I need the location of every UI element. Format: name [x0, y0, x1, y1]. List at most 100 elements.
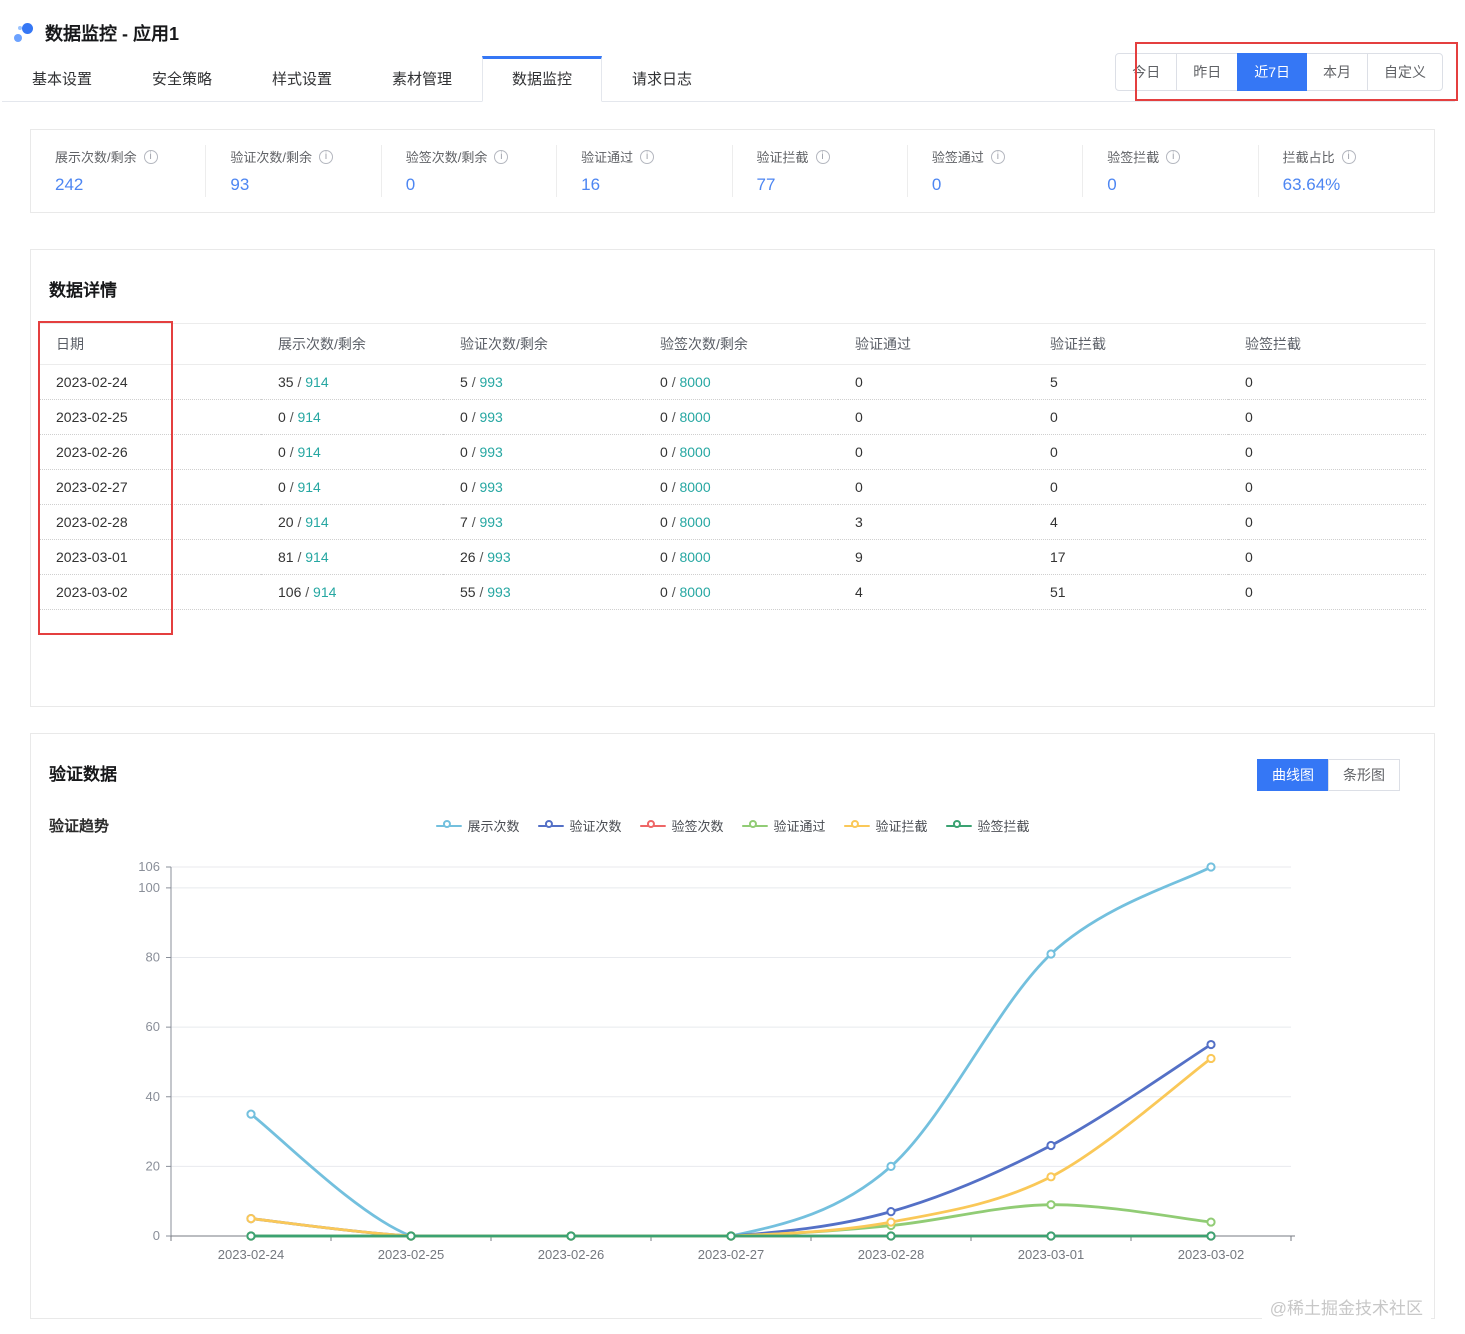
- svg-text:2023-02-28: 2023-02-28: [858, 1247, 925, 1262]
- detail-panel-title: 数据详情: [49, 281, 117, 300]
- svg-text:100: 100: [138, 880, 160, 895]
- table-row: 2023-02-24 35 / 914 5 / 993 0 / 8000 0 5 0: [39, 364, 1426, 400]
- table-cell: 0: [1033, 469, 1228, 505]
- table-cell: 0 / 8000: [643, 469, 838, 505]
- table-cell: 0: [1228, 504, 1426, 540]
- date-range-group: 今日 昨日 近7日 本月 自定义: [1115, 53, 1443, 91]
- legend-item[interactable]: 验证通过: [741, 816, 826, 835]
- watermark: @稀土掘金技术社区: [1261, 1291, 1431, 1322]
- svg-text:40: 40: [146, 1089, 160, 1104]
- info-icon[interactable]: i: [143, 149, 158, 164]
- legend-item[interactable]: 验证拦截: [843, 816, 928, 835]
- table-cell: 0 / 8000: [643, 574, 838, 610]
- chart-type-toggle: 曲线图 条形图: [1257, 759, 1400, 791]
- table-cell: 0 / 914: [261, 469, 443, 505]
- date-range-thismonth-button[interactable]: 本月: [1306, 53, 1368, 91]
- table-row: 2023-02-25 0 / 914 0 / 993 0 / 8000 0 0 0: [39, 399, 1426, 435]
- table-cell: 0 / 993: [443, 399, 643, 435]
- table-header-row: 日期 展示次数/剩余 验证次数/剩余 验签次数/剩余 验证通过 验证拦截 验签拦…: [39, 323, 1426, 365]
- legend-marker-icon: [435, 819, 462, 831]
- table-cell: 0 / 914: [261, 399, 443, 435]
- table-cell: 5: [1033, 364, 1228, 400]
- table-cell: 5 / 993: [443, 364, 643, 400]
- stats-panel: 展示次数/剩余 i 242 验证次数/剩余 i 93 验签次数/剩余 i 0 验证通过…: [30, 129, 1435, 213]
- legend-item[interactable]: 验签次数: [639, 816, 724, 835]
- table-cell: 0: [1228, 469, 1426, 505]
- table-cell: 0: [1228, 574, 1426, 610]
- info-icon[interactable]: i: [815, 149, 830, 164]
- table-cell: 81 / 914: [261, 539, 443, 575]
- column-header-sign: 验签次数/剩余: [643, 323, 838, 365]
- table-cell: 106 / 914: [261, 574, 443, 610]
- table-cell: 55 / 993: [443, 574, 643, 610]
- table-row: 2023-02-27 0 / 914 0 / 993 0 / 8000 0 0 0: [39, 469, 1426, 505]
- info-icon[interactable]: i: [1341, 149, 1356, 164]
- svg-text:0: 0: [153, 1228, 160, 1243]
- table-cell: 0: [1033, 434, 1228, 470]
- stat-sign-remaining: 验签次数/剩余 i 0: [382, 145, 558, 197]
- tab-request-log[interactable]: 请求日志: [631, 71, 692, 88]
- column-header-verify: 验证次数/剩余: [443, 323, 643, 365]
- legend-marker-icon: [741, 819, 768, 831]
- table-cell: 0 / 8000: [643, 399, 838, 435]
- info-icon[interactable]: i: [990, 149, 1005, 164]
- date-range-custom-button[interactable]: 自定义: [1367, 53, 1443, 91]
- app-logo-icon: [12, 21, 36, 45]
- date-range-last7days-button[interactable]: 近7日: [1237, 53, 1307, 91]
- stat-value: 0: [1107, 175, 1117, 194]
- legend-item[interactable]: 验证次数: [537, 816, 621, 835]
- stat-verify-remaining: 验证次数/剩余 i 93: [206, 145, 382, 197]
- chart-subtitle: 验证趋势: [49, 818, 110, 835]
- legend-marker-icon: [843, 819, 870, 831]
- bar-chart-button[interactable]: 条形图: [1328, 759, 1400, 791]
- info-icon[interactable]: i: [319, 149, 333, 164]
- table-cell: 4: [838, 574, 1033, 610]
- column-header-block: 验证拦截: [1033, 323, 1228, 365]
- table-row: 2023-02-26 0 / 914 0 / 993 0 / 8000 0 0 0: [39, 434, 1426, 470]
- date-range-yesterday-button[interactable]: 昨日: [1176, 53, 1239, 91]
- date-range-today-button[interactable]: 今日: [1115, 53, 1178, 91]
- table-cell: 0 / 8000: [643, 364, 838, 400]
- table-cell: 2023-03-01: [39, 539, 261, 575]
- tab-style-settings[interactable]: 样式设置: [271, 71, 332, 88]
- table-cell: 35 / 914: [261, 364, 443, 400]
- svg-text:2023-02-27: 2023-02-27: [698, 1247, 765, 1262]
- verification-data-panel: 验证数据 曲线图 条形图 验证趋势 展示次数 验证次数 验签次数 验证通过 验证…: [30, 733, 1435, 1322]
- table-cell: 2023-03-02: [39, 574, 261, 610]
- stat-value: 0: [931, 175, 942, 194]
- stat-shown-remaining: 展示次数/剩余 i 242: [31, 145, 207, 197]
- tab-basic-settings[interactable]: 基本设置: [31, 71, 92, 88]
- legend-item[interactable]: 验签拦截: [945, 816, 1030, 835]
- table-cell: 0 / 914: [261, 434, 443, 470]
- detail-table-body: 2023-02-24 35 / 914 5 / 993 0 / 8000 0 5 0 2023…: [39, 364, 1426, 610]
- info-icon[interactable]: i: [640, 149, 655, 164]
- tab-security-policy[interactable]: 安全策略: [151, 71, 212, 88]
- detail-table: 日期 展示次数/剩余 验证次数/剩余 验签次数/剩余 验证通过 验证拦截 验签拦…: [39, 323, 1426, 610]
- table-cell: 0 / 8000: [643, 504, 838, 540]
- svg-text:2023-03-01: 2023-03-01: [1018, 1247, 1085, 1262]
- stat-verify-pass: 验证通过 i 16: [557, 145, 733, 197]
- table-cell: 2023-02-24: [39, 364, 261, 400]
- column-header-sign-block: 验签拦截: [1228, 323, 1426, 365]
- tab-data-monitoring[interactable]: 数据监控: [482, 56, 602, 102]
- stat-value: 63.64%: [1282, 175, 1341, 194]
- table-row: 2023-02-28 20 / 914 7 / 993 0 / 8000 3 4 0: [39, 504, 1426, 540]
- svg-text:2023-02-24: 2023-02-24: [218, 1247, 285, 1262]
- info-icon[interactable]: i: [1166, 149, 1181, 164]
- table-cell: 0: [838, 434, 1033, 470]
- line-chart-button[interactable]: 曲线图: [1257, 759, 1329, 791]
- table-cell: 3: [838, 504, 1033, 540]
- stat-block-ratio: 拦截占比 i 63.64%: [1259, 145, 1434, 197]
- info-icon[interactable]: i: [494, 149, 509, 164]
- table-cell: 17: [1033, 539, 1228, 575]
- table-cell: 2023-02-27: [39, 469, 261, 505]
- data-detail-panel: 数据详情 日期 展示次数/剩余 验证次数/剩余 验签次数/剩余 验证通过 验证拦…: [30, 249, 1435, 707]
- svg-text:2023-02-25: 2023-02-25: [378, 1247, 445, 1262]
- tab-material-management[interactable]: 素材管理: [391, 71, 452, 88]
- table-cell: 0: [1228, 539, 1426, 575]
- legend-item[interactable]: 展示次数: [435, 816, 519, 835]
- trend-line-chart: 0 20 40 60 80 100 106 2023-02-24 2023-02-25 2023-…: [138, 859, 1295, 1262]
- svg-text:106: 106: [138, 859, 160, 874]
- column-header-pass: 验证通过: [838, 323, 1033, 365]
- stat-verify-block: 验证拦截 i 77: [733, 145, 908, 197]
